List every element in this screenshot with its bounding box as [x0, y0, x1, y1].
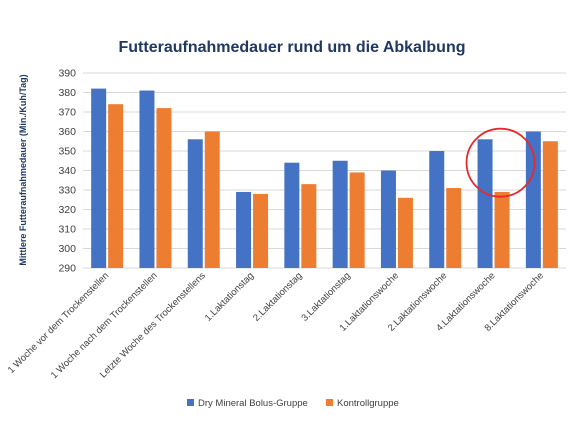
- bar-bolus: [187, 139, 203, 268]
- gridlines: [83, 72, 566, 269]
- x-tick-label: Letzte Woche des Trockenstellens: [98, 270, 208, 380]
- y-tick-label: 390: [58, 68, 76, 80]
- annotation: [465, 127, 536, 198]
- y-axis-label: Mittlere Futteraufnahmedauer (Min./Kuh/T…: [18, 74, 28, 265]
- bar-kontroll: [397, 197, 413, 268]
- legend-swatch-bolus: [187, 399, 194, 406]
- bar-bolus: [91, 88, 107, 268]
- bar-bolus: [236, 191, 252, 268]
- y-tick-label: 360: [58, 126, 76, 138]
- y-tick-label: 380: [58, 87, 76, 99]
- chart-title: Futteraufnahmedauer rund um die Abkalbun…: [119, 39, 466, 56]
- bar-bolus: [139, 90, 155, 268]
- y-tick-label: 370: [58, 107, 76, 119]
- bar-kontroll: [542, 141, 558, 268]
- x-tick-label: 1 Woche vor dem Trockenstellen: [6, 270, 111, 375]
- legend-swatch-kontroll: [326, 399, 333, 406]
- bar-bolus: [525, 131, 541, 268]
- y-tick-label: 330: [58, 185, 76, 197]
- y-tick-label: 300: [58, 243, 76, 255]
- x-tick-label: 3.Laktationstag: [299, 270, 352, 323]
- bar-bolus: [284, 162, 300, 268]
- legend-label-kontroll: Kontrollgruppe: [337, 398, 399, 409]
- y-tick-label: 320: [58, 204, 76, 216]
- bar-bolus: [380, 170, 396, 268]
- x-tick-label: 1 Woche nach dem Trockenstellen: [49, 270, 160, 381]
- bars: [91, 88, 558, 268]
- bar-kontroll: [301, 184, 317, 268]
- y-tick-label: 350: [58, 146, 76, 158]
- bar-kontroll: [494, 191, 510, 268]
- bar-kontroll: [349, 172, 365, 268]
- x-tick-label: 1.Laktationstag: [203, 270, 256, 323]
- bar-kontroll: [156, 108, 172, 268]
- bar-bolus: [429, 151, 445, 268]
- legend: Dry Mineral Bolus-Gruppe Kontrollgruppe: [187, 398, 399, 409]
- highlight-circle: [465, 127, 536, 198]
- bar-kontroll: [253, 193, 269, 268]
- y-tick-label: 290: [58, 263, 76, 275]
- bar-bolus: [477, 139, 493, 268]
- legend-label-bolus: Dry Mineral Bolus-Gruppe: [198, 398, 308, 409]
- bar-bolus: [332, 160, 348, 268]
- y-axis-ticks: 290 300 310 320 330 340 350 360 370 380 390: [58, 68, 76, 275]
- bar-kontroll: [108, 104, 124, 268]
- x-tick-label: 2.Laktationstag: [251, 270, 304, 323]
- bar-kontroll: [446, 188, 462, 268]
- y-tick-label: 310: [58, 224, 76, 236]
- bar-kontroll: [204, 131, 220, 268]
- y-tick-label: 340: [58, 165, 76, 177]
